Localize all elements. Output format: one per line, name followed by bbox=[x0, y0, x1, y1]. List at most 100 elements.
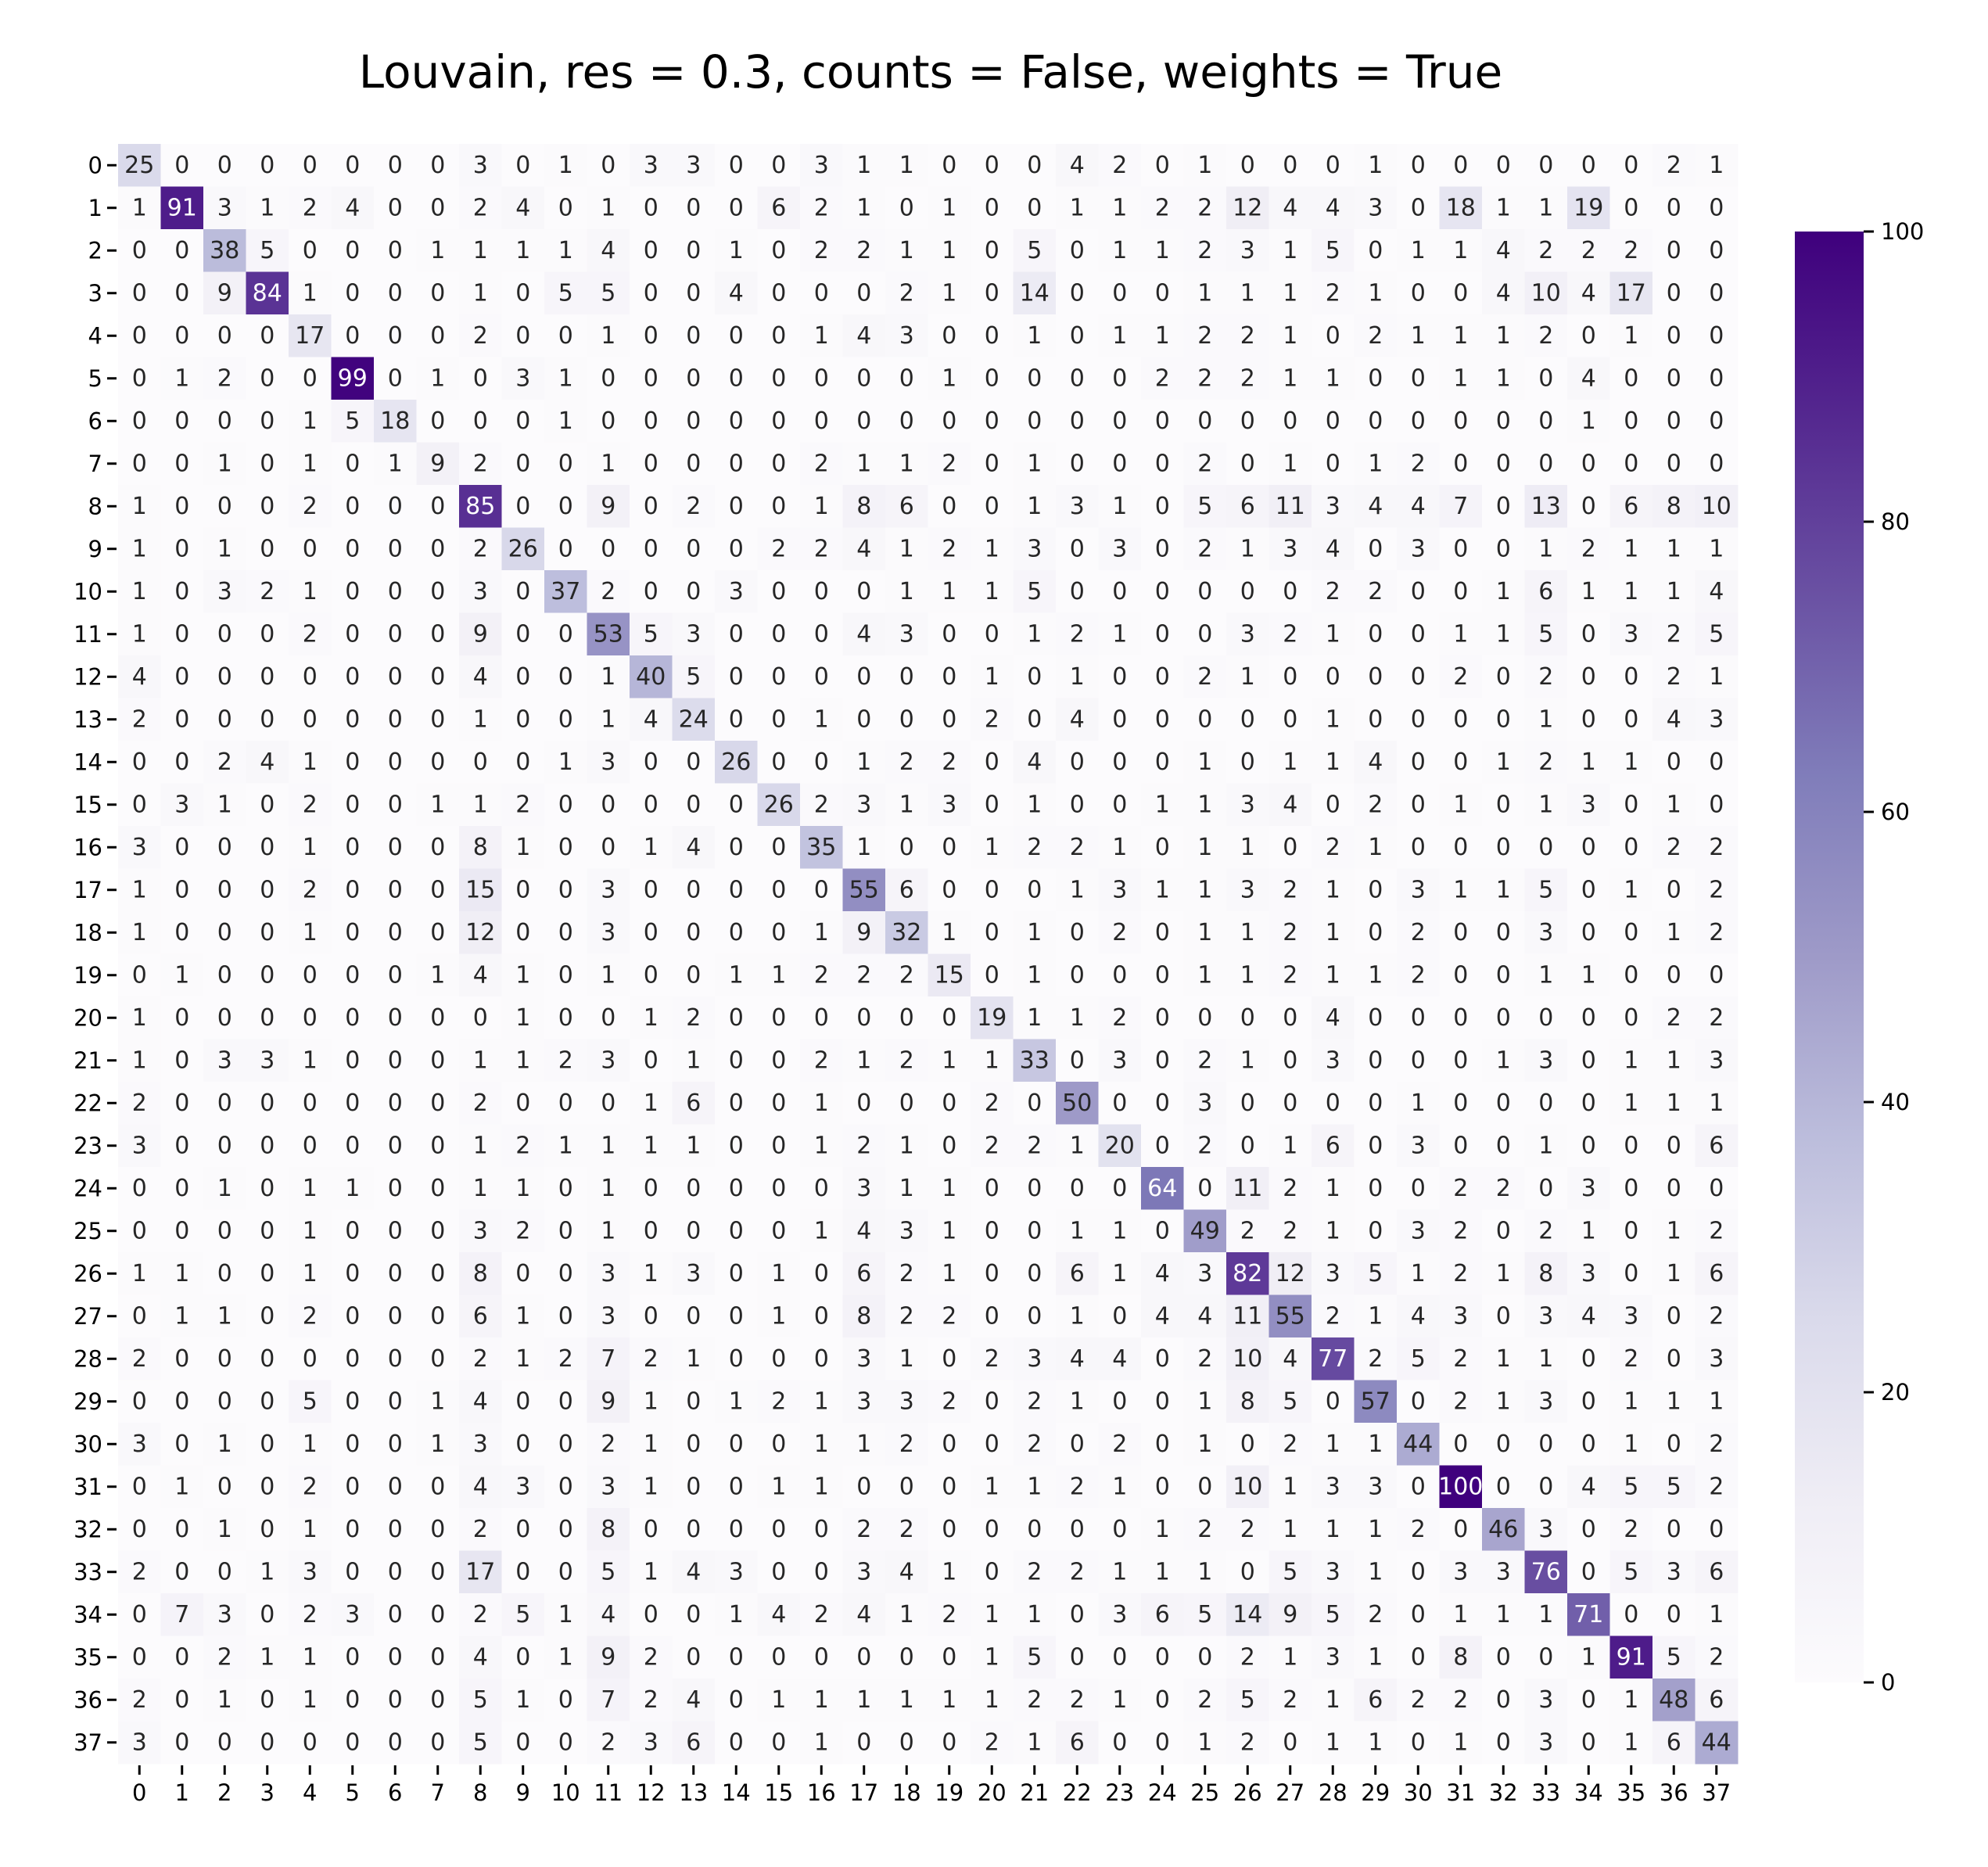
cell-value-label: 0 bbox=[1368, 706, 1383, 733]
cell-value-label: 0 bbox=[1155, 1217, 1170, 1244]
cell-value-label: 1 bbox=[1326, 620, 1340, 648]
cell-value-label: 1 bbox=[558, 408, 573, 435]
cell-value-label: 1 bbox=[1368, 961, 1383, 989]
cell-value-label: 0 bbox=[388, 493, 403, 520]
cell-value-label: 0 bbox=[686, 919, 701, 946]
cell-value-label: 0 bbox=[942, 1132, 956, 1159]
heatmap-cell bbox=[630, 314, 673, 357]
cell-value-label: 0 bbox=[985, 961, 999, 989]
cell-value-label: 2 bbox=[303, 620, 318, 648]
cell-value-label: 0 bbox=[771, 322, 786, 350]
cell-value-label: 0 bbox=[473, 408, 488, 435]
heatmap-cell bbox=[715, 314, 758, 357]
cell-value-label: 1 bbox=[1667, 578, 1681, 605]
cell-value-label: 0 bbox=[1368, 876, 1383, 903]
cell-value-label: 2 bbox=[1453, 1175, 1468, 1202]
heatmap-cell bbox=[1695, 144, 1739, 187]
cell-value-label: 0 bbox=[686, 1516, 701, 1543]
cell-value-label: 3 bbox=[1326, 1047, 1340, 1074]
cell-value-label: 0 bbox=[1496, 961, 1511, 989]
cell-value-label: 2 bbox=[1538, 237, 1553, 264]
cell-value-label: 9 bbox=[601, 1643, 615, 1671]
heatmap-cell bbox=[1524, 229, 1568, 272]
cell-value-label: 0 bbox=[1155, 408, 1170, 435]
y-tick-label: 6 bbox=[88, 408, 102, 434]
cell-value-label: 1 bbox=[729, 961, 744, 989]
cell-value-label: 0 bbox=[1197, 1643, 1212, 1671]
y-tick-label: 11 bbox=[74, 621, 102, 648]
heatmap-cell bbox=[203, 271, 246, 315]
cell-value-label: 2 bbox=[1283, 1686, 1297, 1714]
cell-value-label: 2 bbox=[1709, 919, 1724, 946]
cell-value-label: 2 bbox=[132, 1558, 147, 1585]
cell-value-label: 1 bbox=[1496, 322, 1511, 350]
cell-value-label: 0 bbox=[174, 919, 189, 946]
y-tick-label: 27 bbox=[74, 1303, 102, 1330]
cell-value-label: 5 bbox=[1368, 1260, 1383, 1287]
cell-value-label: 6 bbox=[1538, 578, 1553, 605]
cell-value-label: 0 bbox=[1496, 493, 1511, 520]
cell-value-label: 1 bbox=[1070, 663, 1085, 691]
cell-value-label: 0 bbox=[771, 1004, 786, 1032]
cell-value-label: 0 bbox=[729, 493, 744, 520]
cell-value-label: 0 bbox=[985, 919, 999, 946]
heatmap-cell bbox=[800, 442, 843, 486]
cell-value-label: 2 bbox=[1240, 1643, 1255, 1671]
cell-value-label: 0 bbox=[686, 279, 701, 307]
cell-value-label: 0 bbox=[388, 876, 403, 903]
cell-value-label: 1 bbox=[1197, 791, 1212, 818]
cell-value-label: 0 bbox=[388, 1217, 403, 1244]
heatmap-cell bbox=[416, 229, 460, 272]
cell-value-label: 1 bbox=[174, 1473, 189, 1500]
cell-value-label: 1 bbox=[473, 706, 488, 733]
cell-value-label: 1 bbox=[1581, 1217, 1596, 1244]
cell-value-label: 0 bbox=[644, 1047, 658, 1074]
cell-value-label: 0 bbox=[1112, 791, 1127, 818]
heatmap-cell bbox=[715, 357, 758, 400]
heatmap-cell bbox=[1141, 186, 1184, 230]
cell-value-label: 4 bbox=[1326, 194, 1340, 221]
cell-value-label: 0 bbox=[1453, 919, 1468, 946]
cell-value-label: 1 bbox=[1624, 535, 1638, 562]
cell-value-label: 0 bbox=[1070, 450, 1085, 477]
cell-value-label: 0 bbox=[1453, 834, 1468, 861]
cell-value-label: 0 bbox=[899, 1090, 914, 1117]
cell-value-label: 1 bbox=[1453, 620, 1468, 648]
cell-value-label: 0 bbox=[558, 834, 573, 861]
cell-value-label: 4 bbox=[1283, 194, 1297, 221]
heatmap-cell bbox=[203, 400, 246, 443]
cell-value-label: 3 bbox=[856, 1175, 871, 1202]
cell-value-label: 0 bbox=[985, 322, 999, 350]
cell-value-label: 0 bbox=[1112, 1516, 1127, 1543]
cell-value-label: 1 bbox=[856, 194, 871, 221]
cell-value-label: 0 bbox=[132, 364, 147, 392]
cell-value-label: 0 bbox=[856, 364, 871, 392]
heatmap-cell bbox=[672, 442, 716, 486]
heatmap-cell bbox=[331, 314, 375, 357]
cell-value-label: 0 bbox=[1624, 1260, 1638, 1287]
heatmap-cell bbox=[1609, 186, 1653, 230]
heatmap-cell bbox=[1354, 144, 1398, 187]
cell-value-label: 0 bbox=[260, 1516, 275, 1543]
cell-value-label: 0 bbox=[942, 1431, 956, 1458]
cell-value-label: 0 bbox=[430, 578, 445, 605]
cell-value-label: 0 bbox=[260, 322, 275, 350]
cell-value-label: 0 bbox=[1411, 620, 1426, 648]
heatmap-cell bbox=[459, 400, 502, 443]
cell-value-label: 1 bbox=[1283, 237, 1297, 264]
cell-value-label: 1 bbox=[1283, 279, 1297, 307]
cell-value-label: 0 bbox=[515, 1431, 530, 1458]
cell-value-label: 0 bbox=[388, 749, 403, 776]
cell-value-label: 0 bbox=[558, 1090, 573, 1117]
heatmap-cell bbox=[1141, 357, 1184, 400]
cell-value-label: 0 bbox=[174, 1643, 189, 1671]
cell-value-label: 0 bbox=[260, 961, 275, 989]
cell-value-label: 0 bbox=[1709, 749, 1724, 776]
heatmap-cell bbox=[203, 485, 246, 528]
cell-value-label: 0 bbox=[899, 1643, 914, 1671]
cell-value-label: 0 bbox=[345, 1729, 360, 1756]
heatmap-cell bbox=[118, 314, 161, 357]
colorbar-tick-label: 100 bbox=[1881, 218, 1924, 245]
cell-value-label: 0 bbox=[558, 1004, 573, 1032]
cell-value-label: 0 bbox=[1453, 1047, 1468, 1074]
